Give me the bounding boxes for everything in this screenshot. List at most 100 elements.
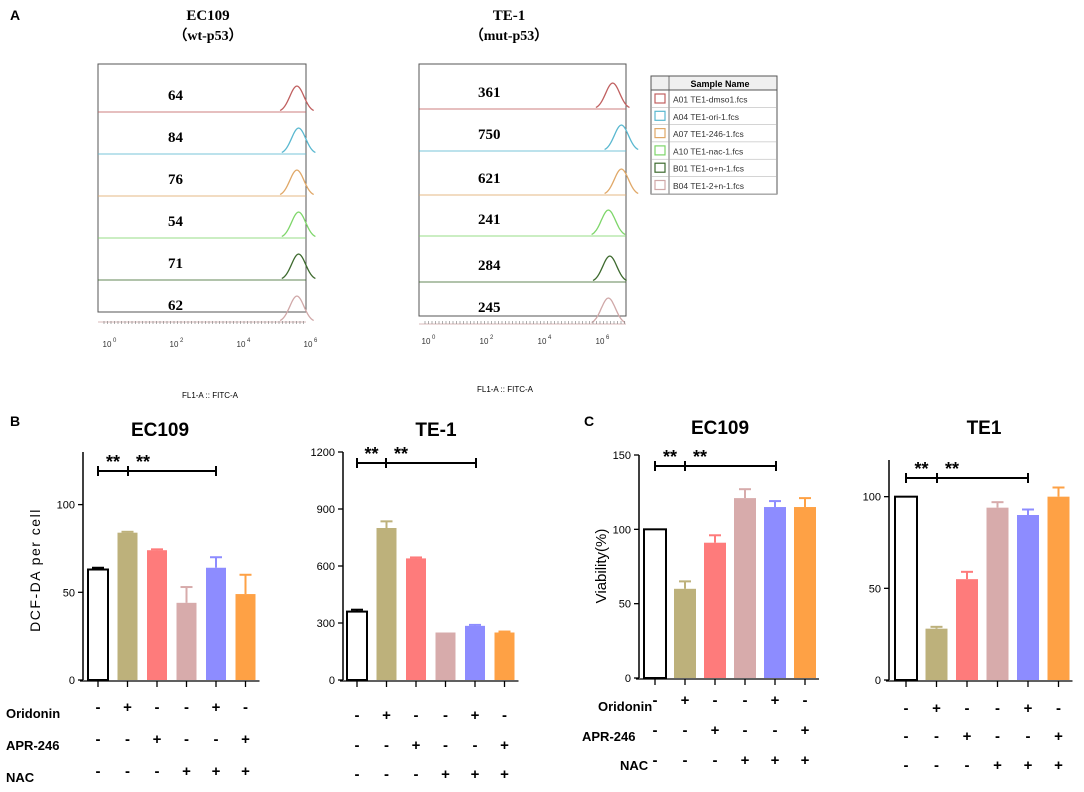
significance-stars: **	[914, 459, 928, 479]
bar	[494, 632, 515, 680]
mfi-value: 54	[168, 214, 184, 230]
tick-label: 10	[304, 340, 313, 349]
legend-swatch	[654, 128, 666, 139]
panel-label-b: B	[10, 413, 20, 429]
treatment-sign: +	[182, 763, 191, 780]
flow-frame	[418, 63, 627, 317]
chart-title: EC109	[131, 420, 189, 441]
mfi-value: 76	[168, 172, 184, 188]
histogram-peak	[281, 211, 316, 238]
treatment-label-nac: NAC	[6, 770, 35, 785]
treatment-sign: +	[801, 722, 810, 739]
flow-subtitle: （mut-p53）	[470, 28, 549, 44]
treatment-sign: -	[355, 766, 360, 783]
bar	[704, 542, 726, 678]
tick-label: 10	[538, 337, 547, 346]
treatment-sign: -	[934, 757, 939, 774]
treatment-signs: - + - - + - - - + - - + - - - + + + - + - - + - - - + - - + - - - + + + - + - -…	[96, 692, 1064, 783]
bar	[117, 532, 138, 680]
treatment-sign: -	[713, 752, 718, 769]
treatment-sign: -	[443, 737, 448, 754]
treatment-label-oridonin: Oridonin	[598, 699, 652, 714]
treatment-sign: -	[653, 722, 658, 739]
legend-entry: B04 TE1-2+n-1.fcs	[673, 181, 744, 191]
treatment-sign: +	[801, 752, 810, 769]
histogram-peak	[604, 168, 639, 195]
treatment-sign: -	[355, 737, 360, 754]
treatment-sign: -	[243, 699, 248, 716]
legend-entry: A01 TE1-dmso1.fcs	[673, 95, 748, 105]
flow-subtitle: （wt-p53）	[173, 28, 242, 44]
y-tick-label: 50	[869, 583, 881, 595]
bar	[465, 625, 485, 680]
treatment-sign: -	[965, 700, 970, 717]
treatment-label-apr246: APR-246	[582, 729, 635, 744]
treatment-sign: +	[932, 700, 941, 717]
mfi-value: 245	[478, 300, 501, 316]
legend-swatch	[654, 93, 666, 104]
treatment-sign: +	[1054, 728, 1063, 745]
treatment-sign: +	[771, 692, 780, 709]
treatment-sign: -	[904, 700, 909, 717]
histogram-peak	[591, 297, 626, 324]
histogram-peak	[595, 82, 630, 109]
bar	[176, 602, 197, 680]
mfi-value: 84	[168, 130, 184, 146]
treatment-sign: +	[382, 707, 391, 724]
bar	[764, 507, 786, 678]
treatment-sign: +	[741, 752, 750, 769]
treatment-sign: +	[153, 731, 162, 748]
y-tick-label: 0	[329, 675, 335, 687]
tick-exponent: 2	[490, 335, 494, 341]
legend-swatch	[654, 179, 666, 191]
tick-exponent: 4	[247, 338, 251, 344]
histogram-peak	[279, 169, 315, 196]
treatment-sign: +	[441, 766, 450, 783]
histogram-peak	[604, 124, 639, 151]
treatment-sign: -	[355, 707, 360, 724]
treatment-sign: +	[1024, 700, 1033, 717]
treatment-sign: +	[212, 699, 221, 716]
bar	[894, 495, 918, 681]
treatment-label-apr246: APR-246	[6, 738, 59, 753]
chart-title: TE-1	[415, 420, 457, 441]
treatment-sign: -	[713, 692, 718, 709]
treatment-sign: +	[500, 737, 509, 754]
significance-stars: **	[945, 459, 959, 479]
bar	[674, 588, 696, 678]
treatment-sign: -	[995, 700, 1000, 717]
treatment-sign: -	[155, 763, 160, 780]
bar	[794, 507, 816, 678]
histogram-peak	[279, 85, 315, 112]
tick-label: 10	[422, 337, 431, 346]
legend-entry: B01 TE1-o+n-1.fcs	[673, 164, 744, 174]
treatment-sign: +	[1054, 757, 1063, 774]
chart-title: EC109	[691, 418, 749, 439]
tick-label: 10	[596, 337, 605, 346]
mfi-value: 284	[478, 258, 501, 274]
significance-stars: **	[136, 452, 150, 472]
bar	[925, 628, 948, 680]
flow-title: EC109	[186, 8, 229, 24]
bar	[956, 579, 978, 680]
y-tick-label: 50	[619, 599, 631, 611]
treatment-sign: -	[155, 699, 160, 716]
y-tick-label: 0	[69, 675, 75, 687]
bar	[147, 550, 167, 680]
treatment-sign: +	[711, 722, 720, 739]
histogram-peak	[592, 255, 627, 282]
treatment-sign: -	[683, 722, 688, 739]
treatment-sign: +	[500, 766, 509, 783]
treatment-sign: +	[471, 707, 480, 724]
treatment-sign: +	[241, 731, 250, 748]
treatment-sign: -	[653, 692, 658, 709]
y-tick-label: 600	[317, 561, 335, 573]
flow-xlabel: FL1-A :: FITC-A	[182, 391, 239, 400]
y-tick-label: 100	[613, 524, 631, 536]
bar	[406, 558, 426, 680]
tick-label: 10	[237, 340, 246, 349]
legend-entry: A10 TE1-nac-1.fcs	[673, 146, 743, 156]
